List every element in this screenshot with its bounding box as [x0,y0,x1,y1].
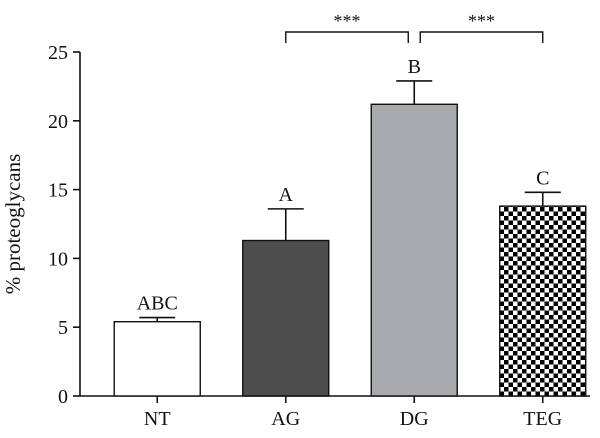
y-tick-label: 5 [58,317,68,339]
significance-bracket [419,31,544,43]
significance-brackets: *** *** [285,11,544,43]
x-tick-label: NT [144,408,171,430]
x-tick-label: AG [271,408,300,430]
bar-significance-label: ABC [137,293,178,315]
significance-stars: *** [468,11,495,31]
axes: 0 5 10 15 20 25 NT AG DG TEG [48,42,590,430]
y-tick-label: 20 [48,111,68,133]
y-axis-label: % proteoglycans [1,154,25,295]
y-tick-label: 15 [48,180,68,202]
bar-ag [242,239,330,397]
significance-bracket [285,31,409,43]
bar-significance-label: B [408,56,421,78]
bar-significance-label: A [279,184,294,206]
x-tick-label: DG [400,408,429,430]
bar-nt [113,320,201,397]
y-tick-label: 10 [48,248,68,270]
bar-teg [499,205,587,397]
y-tick-label: 0 [58,386,68,408]
bar-significance-label: C [536,167,549,189]
significance-stars: *** [334,11,361,31]
y-tick-label: 25 [48,42,68,64]
x-tick-label: TEG [523,408,562,430]
bar-dg [370,103,458,397]
